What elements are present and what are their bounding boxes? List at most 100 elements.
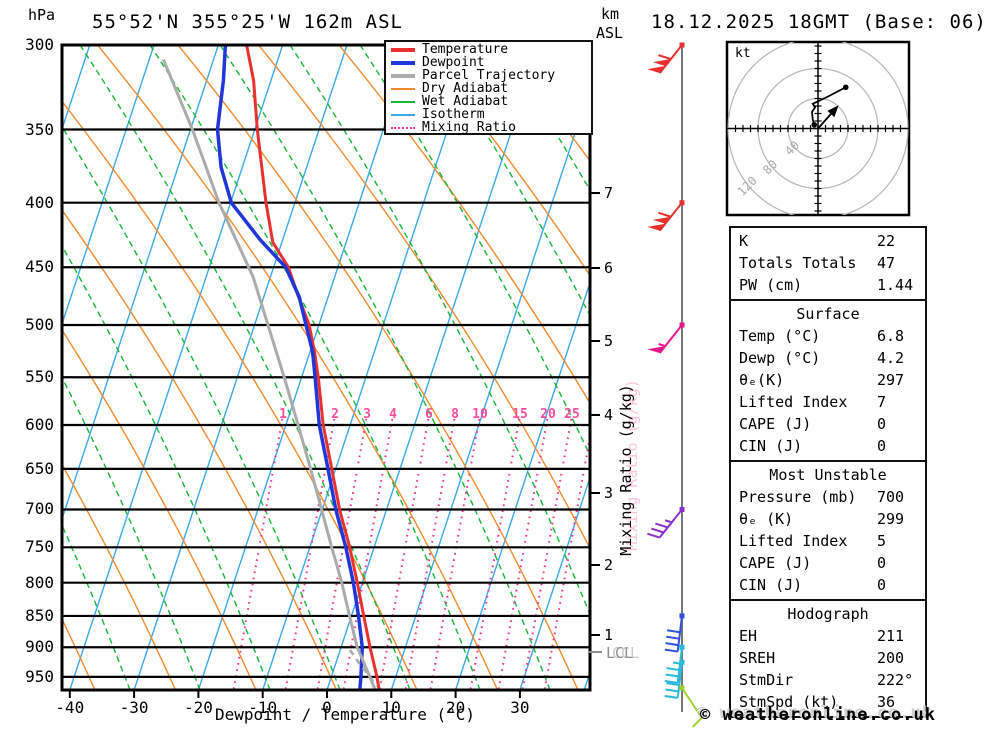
isotherm-line bbox=[519, 478, 589, 689]
table-row-label: CAPE (J) bbox=[739, 415, 812, 433]
temp-tick-label: 20 bbox=[445, 698, 466, 717]
table-row-value: 0 bbox=[877, 437, 887, 455]
table-row: CAPE (J) 0 bbox=[731, 413, 925, 435]
table-row-label: Totals Totals bbox=[739, 254, 857, 272]
wind-barb-925 bbox=[664, 659, 685, 699]
legend-item: Temperature bbox=[391, 42, 591, 57]
pressure-tick-label: 550 bbox=[25, 367, 54, 387]
mixing-ratio-value-label: 25 bbox=[564, 407, 580, 422]
table-row-label: Pressure (mb) bbox=[739, 488, 857, 506]
ccl-marker-label: CCL bbox=[612, 644, 640, 662]
pressure-tick-label: 400 bbox=[25, 192, 54, 212]
dry-adiabat-line bbox=[177, 46, 579, 689]
table-row-label: CIN (J) bbox=[739, 437, 803, 455]
table-row-value: 22 bbox=[877, 232, 896, 250]
table-row-label: θₑ (K) bbox=[739, 510, 794, 528]
legend-line-sample bbox=[391, 87, 415, 90]
pressure-unit-label: hPa bbox=[28, 6, 56, 24]
legend-item: Mixing Ratio bbox=[391, 120, 591, 135]
pressure-tick-label: 800 bbox=[25, 572, 54, 592]
isotherm-line bbox=[390, 88, 589, 689]
wet-adiabat-line bbox=[289, 46, 589, 614]
table-row-label: Temp (°C) bbox=[739, 327, 821, 345]
series-dewpoint bbox=[215, 46, 365, 689]
isotherm-line bbox=[69, 46, 284, 689]
table-row-value: 6.8 bbox=[877, 327, 905, 345]
km-tick-label: 7 bbox=[604, 184, 614, 202]
temp-tick-label: -20 bbox=[183, 698, 213, 717]
km-tick-label: 1 bbox=[604, 626, 614, 644]
legend-item: Dewpoint bbox=[391, 55, 591, 70]
table-row-value: 47 bbox=[877, 254, 896, 272]
km-unit-label: km bbox=[601, 5, 620, 23]
table-section: Surface Temp (°C) 6.8 Dewp (°C) 4.2 θₑ(K) 297 L… bbox=[729, 299, 927, 462]
isotherm-line bbox=[262, 46, 476, 689]
table-row: EH 211 bbox=[731, 625, 925, 647]
mixing-ratio-value-label: 20 bbox=[540, 407, 556, 422]
wet-adiabat-line bbox=[429, 46, 589, 316]
table-row-label: K bbox=[739, 232, 749, 250]
table-section: Most Unstable Pressure (mb) 700 θₑ (K) 299 Li… bbox=[729, 460, 927, 601]
dry-adiabat-line bbox=[258, 46, 589, 548]
table-row-label: CAPE (J) bbox=[739, 554, 812, 572]
table-row-value: 200 bbox=[877, 649, 905, 667]
table-row-value: 0 bbox=[877, 415, 887, 433]
table-row: CIN (J) 0 bbox=[731, 574, 925, 596]
legend-item: Isotherm bbox=[391, 107, 591, 122]
mixing-ratio-value-label: 15 bbox=[512, 407, 528, 422]
pressure-tick-label: 700 bbox=[25, 499, 54, 519]
copyright: © weatheronline.co.uk bbox=[700, 705, 936, 725]
temp-tick-label: -10 bbox=[248, 698, 278, 717]
lcl-marker-label: LCL bbox=[606, 644, 634, 662]
legend-label: Mixing Ratio bbox=[422, 120, 516, 135]
table-row-label: EH bbox=[739, 627, 758, 645]
km-tick-label: 3 bbox=[604, 484, 614, 502]
mixing-ratio-axis-label: Mixing Ratio (g/kg) bbox=[617, 384, 635, 556]
wet-adiabat-line bbox=[359, 46, 589, 455]
wet-adiabat-line bbox=[63, 246, 271, 689]
table-row-label: Lifted Index bbox=[739, 532, 848, 550]
table-row-value: 36 bbox=[877, 693, 896, 711]
table-row: CIN (J) 0 bbox=[731, 435, 925, 457]
mixing-ratio-value-label: 4 bbox=[389, 407, 397, 422]
legend-item: Parcel Trajectory bbox=[391, 68, 591, 83]
dry-adiabat-line bbox=[97, 46, 498, 689]
wet-adiabat-line bbox=[63, 377, 201, 689]
mixing-ratio-line bbox=[378, 418, 430, 689]
table-row-value: 211 bbox=[877, 627, 905, 645]
mixing-ratio-lines bbox=[232, 418, 589, 689]
table-section: K 22 Totals Totals 47 PW (cm) 1.44 bbox=[729, 226, 927, 301]
table-row-value: 4.2 bbox=[877, 349, 905, 367]
legend-label: Dry Adiabat bbox=[422, 81, 509, 96]
pressure-tick-label: 600 bbox=[25, 414, 54, 434]
table-row-value: 1.44 bbox=[877, 276, 914, 294]
mixing-ratio-line bbox=[232, 418, 284, 689]
dry-adiabat-line bbox=[338, 46, 589, 403]
pressure-tick-label: 450 bbox=[25, 257, 54, 277]
temp-tick-label: 10 bbox=[381, 698, 401, 717]
wind-barb-500 bbox=[647, 322, 685, 354]
temp-tick-label: 0 bbox=[322, 698, 332, 717]
legend-line-sample bbox=[391, 73, 415, 78]
table-row-value: 7 bbox=[877, 393, 887, 411]
table-row: Temp (°C) 6.8 bbox=[731, 325, 925, 347]
mixing-ratio-value-label: 2 bbox=[331, 407, 339, 422]
legend-label: Wet Adiabat bbox=[422, 94, 509, 109]
table-row-value: 297 bbox=[877, 371, 905, 389]
mixing-ratio-line bbox=[429, 418, 481, 689]
table-row-value: 222° bbox=[877, 671, 914, 689]
temp-tick-label: -30 bbox=[119, 698, 149, 717]
legend-label: Isotherm bbox=[422, 107, 485, 122]
legend-line-sample bbox=[391, 100, 415, 103]
wind-barb-970 bbox=[679, 685, 703, 728]
table-row-value: 5 bbox=[877, 532, 887, 550]
mixing-ratio-line bbox=[342, 418, 394, 689]
legend-line-sample bbox=[391, 47, 415, 52]
hodograph-trace bbox=[811, 86, 847, 125]
legend-label: Dewpoint bbox=[422, 55, 485, 70]
dry-adiabat-line bbox=[63, 210, 337, 689]
isotherm-line bbox=[197, 46, 412, 689]
dry-adiabat-line bbox=[63, 465, 176, 689]
indices-table: K 22 Totals Totals 47 PW (cm) 1.44 Surface Temp… bbox=[729, 226, 927, 718]
